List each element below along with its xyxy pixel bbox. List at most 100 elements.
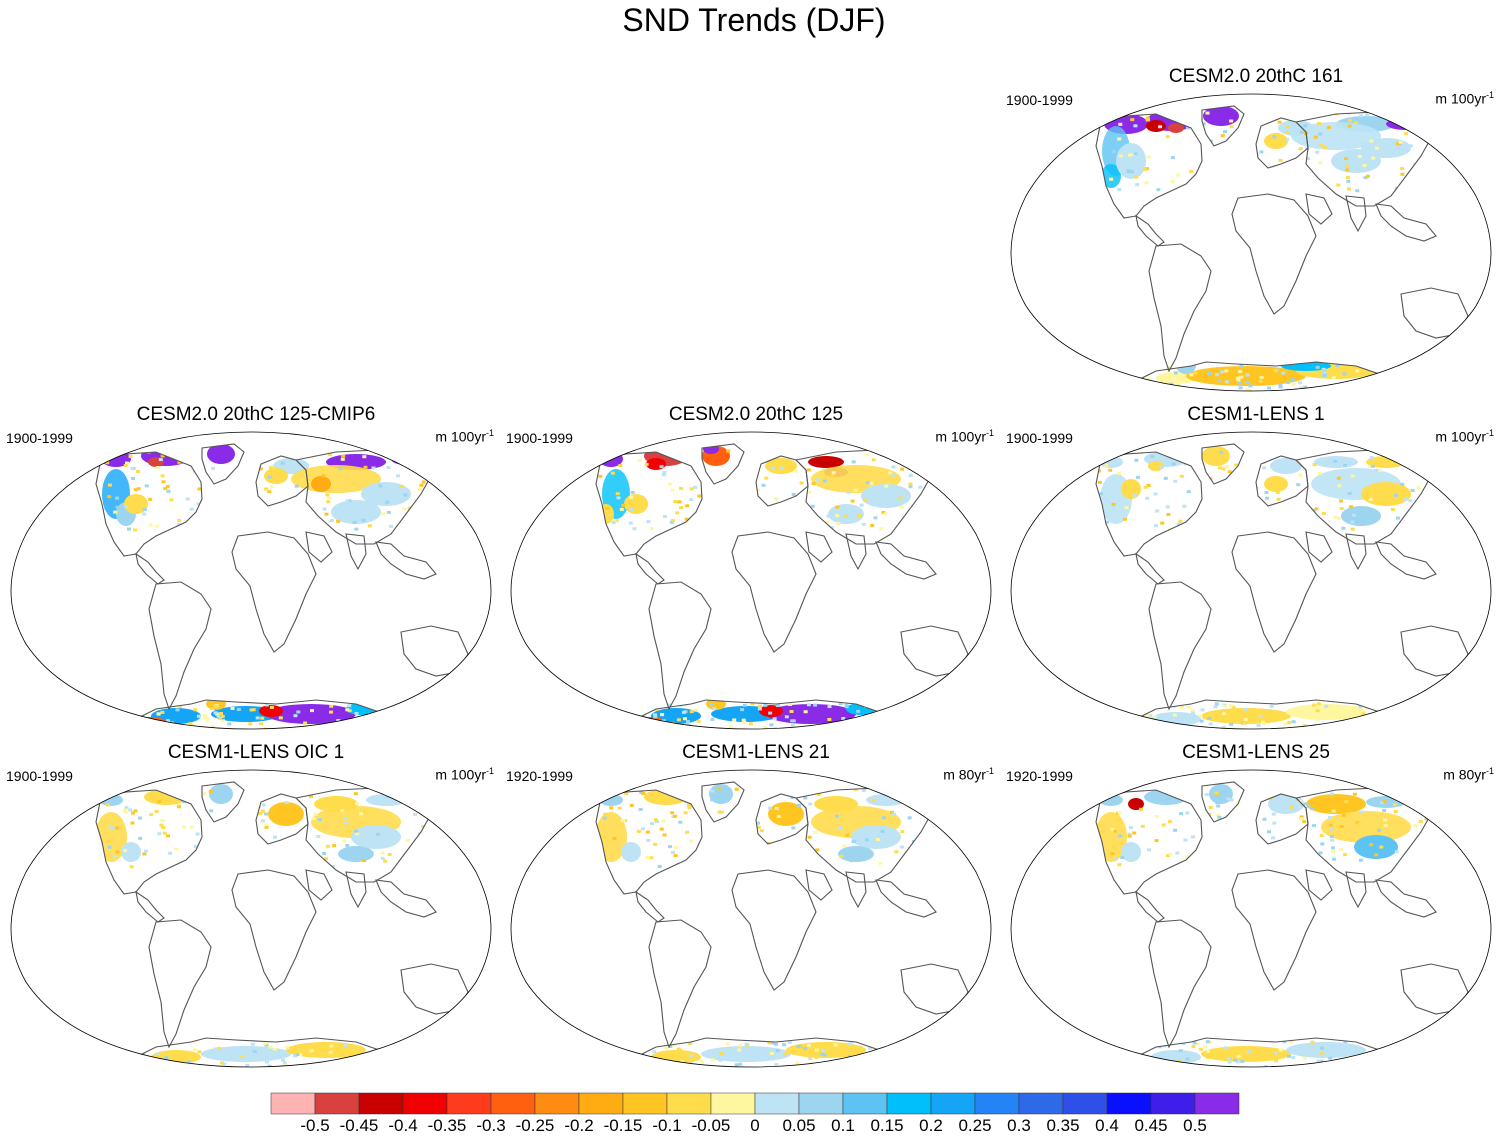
trend-cell [267, 475, 272, 479]
colorbar-tick-label: 0.5 [1183, 1116, 1207, 1135]
trend-cell [148, 523, 153, 527]
coastline-australia [400, 963, 469, 1015]
panel-period: 1900-1999 [6, 768, 73, 784]
coastline-europe [1255, 117, 1309, 169]
trend-cell [672, 723, 677, 727]
trend-cell [1417, 519, 1422, 523]
trend-cell [1239, 375, 1244, 379]
trend-cell [265, 1060, 270, 1064]
trend-cell [358, 719, 363, 723]
trend-cell [1177, 1059, 1182, 1063]
trend-cell [1382, 799, 1387, 803]
trend-cell [259, 456, 264, 460]
trend-cell [1208, 1040, 1213, 1044]
trend-cell [1350, 520, 1355, 524]
trend-cell [825, 520, 830, 524]
trend-cell [932, 471, 937, 475]
trend-cell [847, 1054, 852, 1058]
trend-blob [701, 1046, 791, 1062]
trend-cell [250, 844, 255, 848]
trend-cell [803, 726, 808, 729]
trend-cell [1109, 452, 1114, 456]
trend-cell [264, 703, 269, 707]
colorbar [270, 1092, 1240, 1115]
trend-cell [267, 1064, 272, 1067]
trend-cell [1186, 705, 1191, 709]
colorbar-box [710, 1092, 756, 1115]
trend-cell [293, 1054, 298, 1058]
trend-cell [1118, 154, 1123, 158]
trend-cell [272, 865, 277, 869]
trend-cell [279, 520, 284, 524]
trend-cell [1330, 838, 1335, 842]
coastline-arabia [305, 531, 333, 563]
trend-cell [598, 474, 603, 478]
panel-period: 1900-1999 [506, 430, 573, 446]
trend-cell [709, 510, 714, 514]
trend-cell [757, 845, 762, 849]
trend-cell [1326, 724, 1331, 728]
trend-cell [1388, 461, 1393, 465]
trend-cell [820, 1052, 825, 1056]
trend-cell [1285, 388, 1290, 391]
trend-cell [834, 814, 839, 818]
trend-cell [123, 463, 128, 467]
trend-blob [1156, 372, 1196, 384]
trend-cell [744, 799, 749, 803]
trend-cell [213, 705, 218, 709]
trend-cell [768, 806, 773, 810]
trend-cell [1239, 364, 1244, 368]
trend-cell [1150, 454, 1155, 458]
trend-cell [327, 797, 332, 801]
panel-period: 1920-1999 [1006, 768, 1073, 784]
trend-cell [1281, 184, 1286, 188]
trend-cell [1154, 814, 1159, 818]
trend-cell [1287, 790, 1292, 794]
trend-cell [1118, 122, 1123, 126]
trend-cell [1431, 127, 1436, 131]
trend-blob [1306, 794, 1366, 814]
panel-period: 1920-1999 [506, 768, 573, 784]
trend-cell [1104, 463, 1109, 467]
trend-cell [794, 469, 799, 473]
trend-cell [1302, 820, 1307, 824]
trend-cell [662, 721, 667, 725]
trend-cell [148, 497, 153, 501]
trend-cell [399, 485, 404, 489]
trend-cell [640, 827, 645, 831]
trend-cell [657, 864, 662, 868]
trend-cell [624, 792, 629, 796]
trend-blob [703, 444, 719, 454]
trend-cell [1207, 716, 1212, 720]
trend-cell [1278, 1048, 1283, 1052]
trend-cell [205, 718, 210, 722]
trend-cell [763, 703, 768, 707]
trend-cell [1400, 172, 1405, 176]
colorbar-box [578, 1092, 624, 1115]
trend-cell [1171, 462, 1176, 466]
trend-cell [130, 821, 135, 825]
trend-cell [309, 1049, 314, 1053]
coastline-australia [1400, 625, 1469, 677]
trend-cell [1413, 824, 1418, 828]
trend-cell [284, 801, 289, 805]
coastlines [95, 443, 469, 729]
trend-cell [1374, 468, 1379, 472]
trend-blob [351, 825, 401, 849]
trend-cell [1345, 168, 1350, 172]
trend-cell [360, 719, 365, 723]
coastline-europe [255, 793, 309, 845]
trend-cell [1243, 718, 1248, 722]
trend-cell [1240, 1059, 1245, 1063]
trend-cell [147, 1058, 152, 1062]
trend-cell [1176, 522, 1181, 526]
trend-cell [1434, 161, 1439, 165]
trend-cell [1204, 793, 1209, 797]
coastlines [1095, 781, 1469, 1067]
trend-cell [1242, 138, 1247, 142]
trend-cell [734, 471, 739, 475]
trend-cell [717, 787, 722, 791]
trend-blob [268, 802, 304, 826]
trend-cell [1191, 112, 1196, 116]
trend-cell [1145, 116, 1150, 120]
